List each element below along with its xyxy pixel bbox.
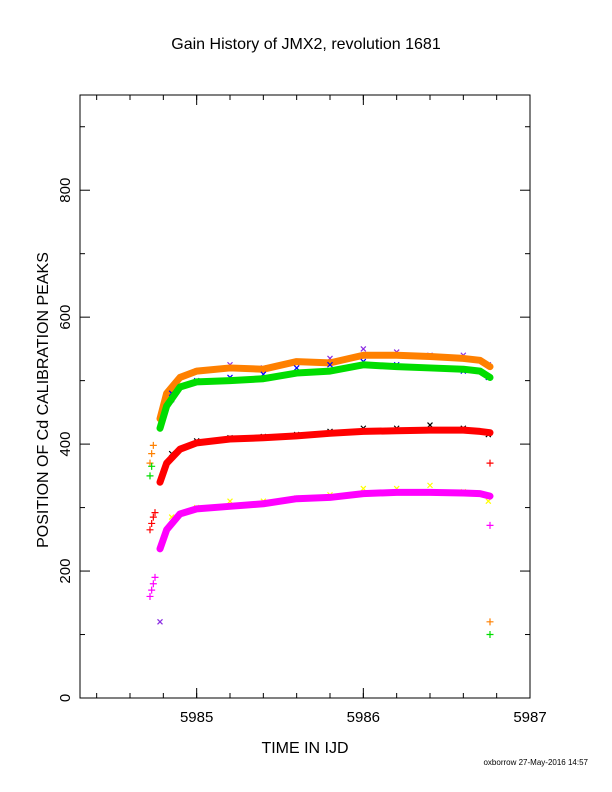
data-point bbox=[148, 519, 156, 527]
data-point bbox=[360, 345, 367, 352]
data-point bbox=[148, 450, 156, 458]
chart-title: Gain History of JMX2, revolution 1681 bbox=[171, 36, 441, 53]
data-point bbox=[151, 573, 159, 581]
data-point bbox=[327, 361, 333, 368]
data-point bbox=[146, 472, 154, 480]
x-tick-label: 5985 bbox=[180, 709, 213, 726]
data-point bbox=[486, 521, 494, 529]
data-point bbox=[486, 631, 494, 639]
data-point bbox=[427, 482, 433, 489]
y-tick-label: 200 bbox=[57, 559, 74, 584]
series-line bbox=[156, 351, 494, 423]
y-axis-title: POSITION OF Cd CALIBRATION PEAKS bbox=[35, 252, 52, 548]
series-line bbox=[156, 488, 494, 553]
y-tick-label: 800 bbox=[57, 178, 74, 203]
y-tick-label: 0 bbox=[57, 694, 74, 702]
data-point bbox=[149, 513, 157, 521]
series-line bbox=[156, 361, 494, 432]
data-point bbox=[157, 618, 163, 625]
x-axis-title: TIME IN IJD bbox=[261, 740, 348, 757]
plot-frame bbox=[79, 94, 531, 699]
x-tick-label: 5986 bbox=[347, 709, 380, 726]
data-point bbox=[146, 526, 154, 534]
series-line bbox=[156, 426, 494, 486]
data-point bbox=[486, 459, 494, 467]
x-tick-label: 5987 bbox=[513, 709, 546, 726]
data-point bbox=[149, 441, 157, 449]
data-point bbox=[149, 580, 157, 588]
data-point bbox=[146, 592, 154, 600]
data-point bbox=[486, 618, 494, 626]
data-point bbox=[146, 459, 154, 467]
y-tick-label: 400 bbox=[57, 432, 74, 457]
footer-credit: oxborrow 27-May-2016 14:57 bbox=[483, 758, 588, 767]
data-point bbox=[148, 462, 156, 470]
y-tick-label: 600 bbox=[57, 305, 74, 330]
data-point bbox=[151, 509, 159, 517]
data-point bbox=[148, 586, 156, 594]
